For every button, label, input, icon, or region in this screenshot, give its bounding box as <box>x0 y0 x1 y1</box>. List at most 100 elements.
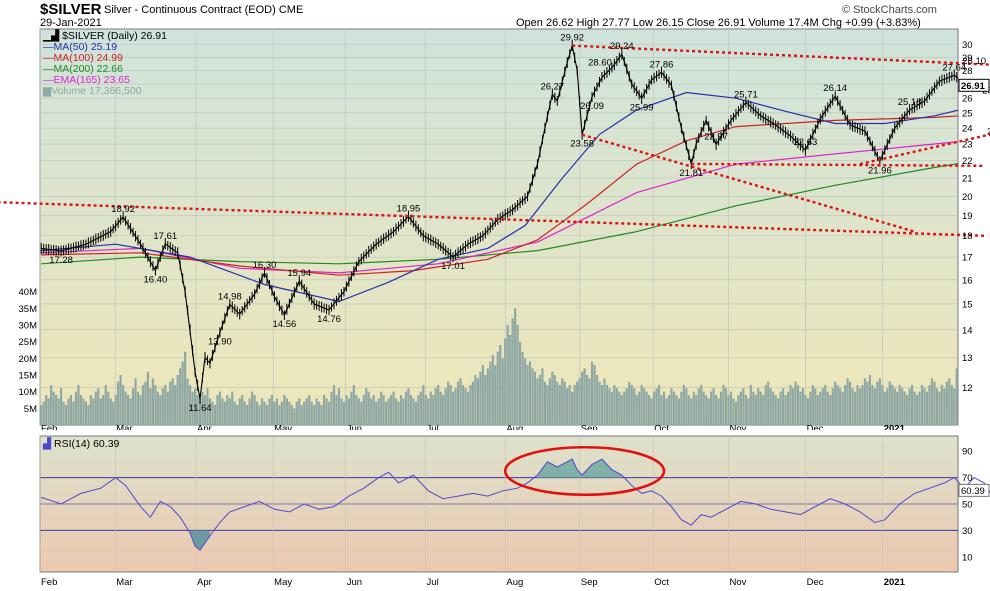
volume-bar <box>769 388 772 425</box>
volume-bar <box>819 391 822 425</box>
volume-bar <box>375 401 378 425</box>
volume-bar <box>727 395 730 425</box>
volume-bar <box>796 385 800 425</box>
volume-bar <box>871 385 874 425</box>
volume-bar <box>928 385 931 425</box>
volume-bar <box>40 405 43 425</box>
volume-bar <box>571 391 574 425</box>
price-tick-label: 23 <box>962 140 973 151</box>
volume-bar <box>479 371 482 425</box>
trendline-lower-falling <box>581 133 915 233</box>
volume-bar <box>159 395 162 425</box>
volume-bar <box>581 371 584 425</box>
volume-bar <box>563 381 566 425</box>
date-label: 29-Jan-2021 <box>40 17 102 29</box>
volume-bar <box>55 395 58 425</box>
volume-bar <box>826 391 829 425</box>
volume-bar <box>888 381 891 425</box>
volume-bar <box>452 391 455 425</box>
volume-bar <box>166 391 169 425</box>
volume-bar <box>747 398 750 425</box>
volume-bar <box>47 398 50 425</box>
volume-bar <box>233 401 236 425</box>
volume-bar <box>417 395 420 425</box>
volume-bar <box>131 388 135 425</box>
volume-bar <box>801 388 805 425</box>
volume-bar <box>464 388 467 425</box>
volume-bar <box>883 391 886 425</box>
price-annotation: 18.95 <box>397 204 421 215</box>
volume-bar <box>179 368 182 425</box>
price-annotation: 18.92 <box>111 204 135 215</box>
volume-bar <box>509 335 512 425</box>
volume-bar <box>915 395 919 425</box>
volume-bar <box>925 391 929 425</box>
volume-bar <box>186 378 189 425</box>
volume-bar <box>315 398 318 425</box>
volume-bar <box>471 381 475 425</box>
volume-bar <box>298 398 301 425</box>
volume-bar <box>280 401 283 425</box>
volume-bar <box>779 391 782 425</box>
volume-bar <box>913 391 916 425</box>
price-annotation: 27.64 <box>942 62 966 73</box>
volume-bar <box>901 388 904 425</box>
volume-bar <box>712 388 715 425</box>
price-annotation: 24.36 <box>987 127 990 138</box>
volume-bar <box>221 398 224 425</box>
volume-bar <box>950 385 953 425</box>
legend-ma50-swatch: — <box>43 41 54 53</box>
rsi-x-tick-label: Dec <box>807 577 824 588</box>
volume-bar <box>248 398 251 425</box>
volume-bar <box>665 398 668 425</box>
quote-line: Open 26.62 High 27.77 Low 26.15 Close 26… <box>516 17 921 29</box>
legend-rsi-swatch: ▟ <box>43 438 52 450</box>
price-annotation: 25.18 <box>898 97 922 108</box>
legend-price-glyph: ▁▟ <box>43 30 60 42</box>
volume-bar <box>680 391 683 425</box>
price-annotation: 13.90 <box>208 336 232 347</box>
volume-bar <box>824 385 827 425</box>
volume-bar <box>206 388 209 425</box>
volume-bar <box>196 395 199 425</box>
price-annotation: 26.09 <box>580 101 604 112</box>
volume-bar <box>640 385 643 425</box>
volume-bar <box>791 388 795 425</box>
volume-bar <box>687 395 690 425</box>
volume-bar <box>831 388 834 425</box>
volume-bar <box>144 381 147 425</box>
volume-bar <box>290 405 293 425</box>
last-price-value: 26.91 <box>961 81 985 92</box>
volume-bar <box>385 401 388 425</box>
rsi-x-tick-label: Mar <box>116 577 132 588</box>
volume-bar <box>370 398 373 425</box>
volume-bar <box>313 405 316 425</box>
volume-bar <box>603 378 606 425</box>
volume-bar <box>918 391 921 425</box>
volume-bar <box>367 391 370 425</box>
volume-bar <box>102 395 105 425</box>
volume-bar <box>491 355 494 425</box>
volume-bar <box>372 395 375 425</box>
volume-bar <box>62 401 65 425</box>
volume-bar <box>149 388 152 425</box>
rsi-last-tag <box>958 483 990 497</box>
price-annotation: 15.94 <box>287 268 311 279</box>
price-plot-area <box>39 28 959 426</box>
volume-bar <box>809 391 812 425</box>
x-tick-label: Jun <box>347 424 362 431</box>
volume-bar <box>531 368 534 425</box>
volume-bar <box>906 395 909 425</box>
volume-bar <box>868 375 872 425</box>
volume-bar <box>948 378 951 425</box>
volume-bar <box>236 405 239 425</box>
volume-bar <box>362 395 365 425</box>
volume-bar <box>593 365 596 425</box>
price-tick-label: 21 <box>962 174 973 185</box>
volume-bar <box>377 398 380 425</box>
volume-bar <box>193 388 197 425</box>
volume-bar <box>184 351 187 425</box>
volume-bar <box>804 395 807 425</box>
volume-bar <box>739 391 742 425</box>
volume-bar <box>402 398 405 425</box>
